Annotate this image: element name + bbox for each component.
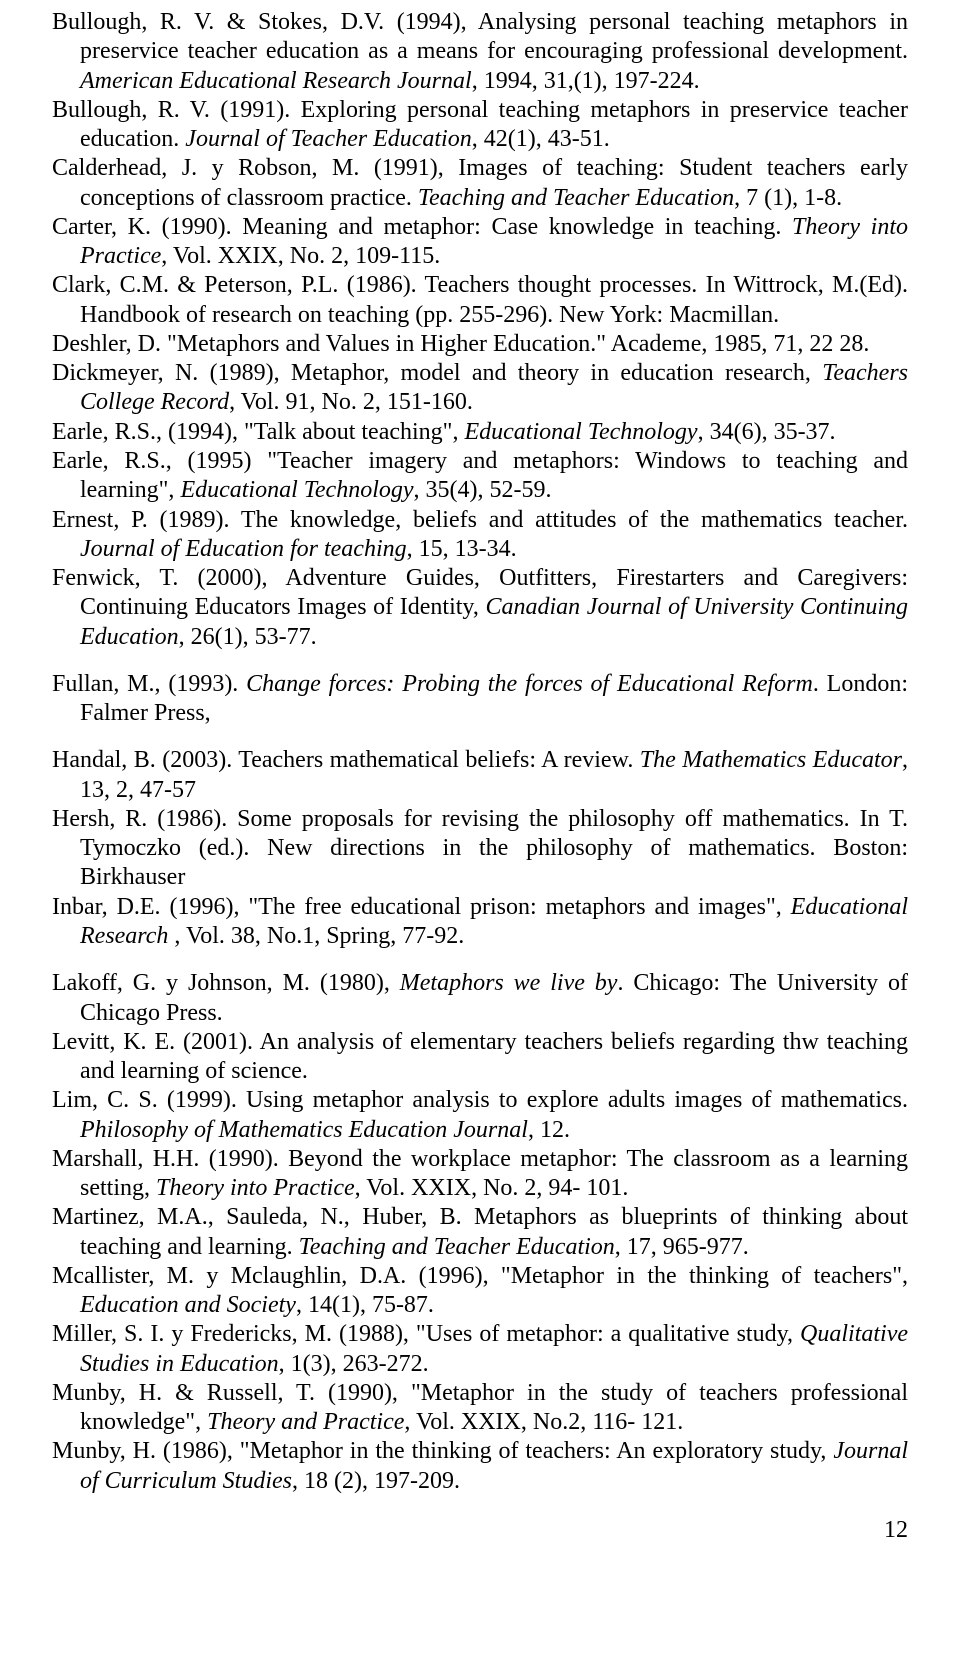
reference-italic-text: Education and Society bbox=[80, 1292, 296, 1318]
reference-entry: Martinez, M.A., Sauleda, N., Huber, B. M… bbox=[52, 1203, 908, 1262]
reference-text: , 14(1), 75-87. bbox=[296, 1292, 434, 1318]
reference-italic-text: Metaphors we live by bbox=[400, 970, 618, 996]
reference-entry: Munby, H. (1986), "Metaphor in the think… bbox=[52, 1437, 908, 1496]
reference-text: , 42(1), 43-51. bbox=[472, 126, 610, 152]
reference-text: , 12. bbox=[528, 1117, 570, 1143]
reference-entry: Mcallister, M. y Mclaughlin, D.A. (1996)… bbox=[52, 1262, 908, 1321]
reference-italic-text: Educational Technology bbox=[464, 419, 697, 445]
references-list: Bullough, R. V. & Stokes, D.V. (1994), A… bbox=[52, 8, 908, 1496]
reference-italic-text: Theory into Practice bbox=[156, 1175, 355, 1201]
reference-text: , 34(6), 35-37. bbox=[698, 419, 836, 445]
reference-italic-text: Theory and Practice bbox=[207, 1409, 404, 1435]
reference-entry: Bullough, R. V. & Stokes, D.V. (1994), A… bbox=[52, 8, 908, 96]
reference-text: , Vol. XXIX, No. 2, 94- 101. bbox=[355, 1175, 629, 1201]
reference-text: , Vol. XXIX, No. 2, 109-115. bbox=[161, 243, 440, 269]
reference-entry: Fenwick, T. (2000), Adventure Guides, Ou… bbox=[52, 564, 908, 652]
reference-text: Lakoff, G. y Johnson, M. (1980), bbox=[52, 970, 400, 996]
reference-entry: Earle, R.S., (1994), "Talk about teachin… bbox=[52, 418, 908, 447]
reference-text: , 18 (2), 197-209. bbox=[292, 1468, 460, 1494]
reference-text: , 26(1), 53-77. bbox=[179, 624, 317, 650]
reference-text: Levitt, K. E. (2001). An analysis of ele… bbox=[52, 1029, 908, 1084]
reference-entry: Fullan, M., (1993). Change forces: Probi… bbox=[52, 670, 908, 729]
reference-text: Fullan, M., (1993). bbox=[52, 671, 246, 697]
reference-text: Handal, B. (2003). Teachers mathematical… bbox=[52, 747, 640, 773]
reference-italic-text: The Mathematics Educator bbox=[640, 747, 902, 773]
reference-text: , Vol. XXIX, No.2, 116- 121. bbox=[404, 1409, 683, 1435]
reference-italic-text: Philosophy of Mathematics Education Jour… bbox=[80, 1117, 528, 1143]
reference-entry: Levitt, K. E. (2001). An analysis of ele… bbox=[52, 1028, 908, 1087]
reference-entry: Dickmeyer, N. (1989), Metaphor, model an… bbox=[52, 359, 908, 418]
reference-entry: Munby, H. & Russell, T. (1990), "Metapho… bbox=[52, 1379, 908, 1438]
reference-text: Clark, C.M. & Peterson, P.L. (1986). Tea… bbox=[52, 272, 908, 327]
reference-entry: Miller, S. I. y Fredericks, M. (1988), "… bbox=[52, 1320, 908, 1379]
reference-entry: Deshler, D. "Metaphors and Values in Hig… bbox=[52, 330, 908, 359]
reference-entry: Carter, K. (1990). Meaning and metaphor:… bbox=[52, 213, 908, 272]
reference-text: , 17, 965-977. bbox=[615, 1234, 749, 1260]
reference-text: Inbar, D.E. (1996), "The free educationa… bbox=[52, 894, 791, 920]
reference-entry: Handal, B. (2003). Teachers mathematical… bbox=[52, 746, 908, 805]
reference-text: Ernest, P. (1989). The knowledge, belief… bbox=[52, 507, 908, 533]
reference-entry: Marshall, H.H. (1990). Beyond the workpl… bbox=[52, 1145, 908, 1204]
reference-italic-text: Journal of Education for teaching bbox=[80, 536, 407, 562]
reference-text: Carter, K. (1990). Meaning and metaphor:… bbox=[52, 214, 792, 240]
reference-italic-text: Teaching and Teacher Education bbox=[418, 185, 734, 211]
reference-text: , 15, 13-34. bbox=[407, 536, 517, 562]
reference-italic-text: Journal of Teacher Education bbox=[185, 126, 471, 152]
reference-italic-text: American Educational Research Journal bbox=[80, 68, 472, 94]
reference-text: Earle, R.S., (1994), "Talk about teachin… bbox=[52, 419, 464, 445]
reference-entry: Inbar, D.E. (1996), "The free educationa… bbox=[52, 893, 908, 952]
reference-text: , 35(4), 52-59. bbox=[414, 477, 552, 503]
reference-entry: Bullough, R. V. (1991). Exploring person… bbox=[52, 96, 908, 155]
reference-entry: Ernest, P. (1989). The knowledge, belief… bbox=[52, 506, 908, 565]
reference-text: , 1994, 31,(1), 197-224. bbox=[472, 68, 700, 94]
reference-text: , Vol. 38, No.1, Spring, 77-92. bbox=[174, 923, 464, 949]
reference-italic-text: Teaching and Teacher Education bbox=[299, 1234, 615, 1260]
reference-text: Bullough, R. V. & Stokes, D.V. (1994), A… bbox=[52, 9, 908, 64]
reference-text: Miller, S. I. y Fredericks, M. (1988), "… bbox=[52, 1321, 800, 1347]
reference-italic-text: Change forces: Probing the forces of Edu… bbox=[246, 671, 813, 697]
reference-entry: Lakoff, G. y Johnson, M. (1980), Metapho… bbox=[52, 969, 908, 1028]
reference-entry: Earle, R.S., (1995) "Teacher imagery and… bbox=[52, 447, 908, 506]
reference-entry: Hersh, R. (1986). Some proposals for rev… bbox=[52, 805, 908, 893]
reference-text: Lim, C. S. (1999). Using metaphor analys… bbox=[52, 1087, 908, 1113]
reference-text: , 7 (1), 1-8. bbox=[734, 185, 842, 211]
reference-entry: Calderhead, J. y Robson, M. (1991), Imag… bbox=[52, 154, 908, 213]
page-number: 12 bbox=[52, 1516, 908, 1545]
reference-text: Deshler, D. "Metaphors and Values in Hig… bbox=[52, 331, 869, 357]
reference-entry: Lim, C. S. (1999). Using metaphor analys… bbox=[52, 1086, 908, 1145]
reference-text: , Vol. 91, No. 2, 151-160. bbox=[229, 389, 473, 415]
reference-text: Hersh, R. (1986). Some proposals for rev… bbox=[52, 806, 908, 891]
reference-text: , 1(3), 263-272. bbox=[279, 1351, 429, 1377]
reference-italic-text: Educational Technology bbox=[180, 477, 413, 503]
reference-text: Mcallister, M. y Mclaughlin, D.A. (1996)… bbox=[52, 1263, 908, 1289]
reference-text: Dickmeyer, N. (1989), Metaphor, model an… bbox=[52, 360, 822, 386]
reference-text: Munby, H. (1986), "Metaphor in the think… bbox=[52, 1438, 833, 1464]
reference-entry: Clark, C.M. & Peterson, P.L. (1986). Tea… bbox=[52, 271, 908, 330]
